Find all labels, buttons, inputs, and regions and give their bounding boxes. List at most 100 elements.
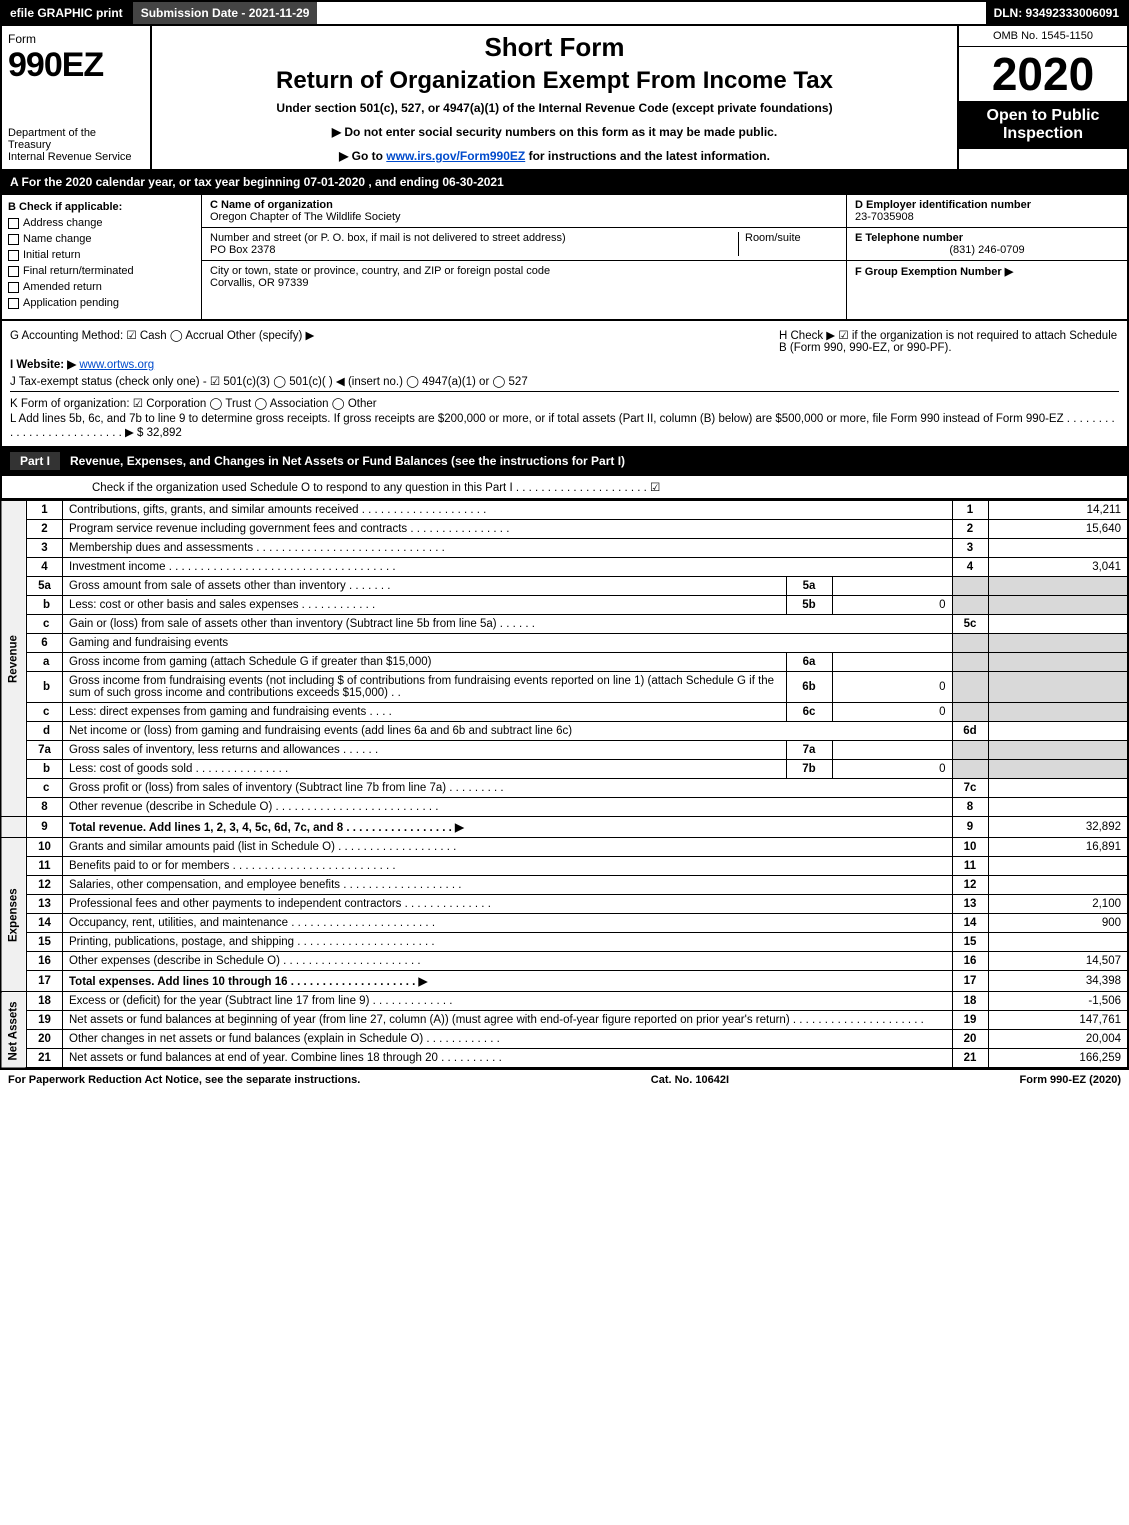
bullet-2-pre: ▶ Go to (339, 149, 386, 163)
ma-6c: 0 (832, 703, 952, 722)
line-k: K Form of organization: ☑ Corporation ◯ … (10, 391, 1119, 410)
a-5a (988, 577, 1128, 596)
bullet-1: ▶ Do not enter social security numbers o… (164, 125, 945, 139)
b-6d: 6d (952, 722, 988, 741)
lines-table: Revenue 1 Contributions, gifts, grants, … (0, 500, 1129, 1069)
m-6c: 6c (786, 703, 832, 722)
b-14: 14 (952, 914, 988, 933)
top-bar: efile GRAPHIC print Submission Date - 20… (0, 0, 1129, 26)
row-18: Net Assets 18Excess or (deficit) for the… (1, 992, 1128, 1011)
row-6a: aGross income from gaming (attach Schedu… (1, 653, 1128, 672)
short-form-title: Short Form (164, 32, 945, 63)
n-17: 17 (27, 971, 63, 992)
chk-amended-return[interactable] (8, 282, 19, 293)
a-7c (988, 779, 1128, 798)
row-6: 6Gaming and fundraising events (1, 634, 1128, 653)
header-left: Form 990EZ Department of the Treasury In… (2, 26, 152, 169)
a-6a (988, 653, 1128, 672)
street-label: Number and street (or P. O. box, if mail… (210, 232, 738, 244)
d-3: Membership dues and assessments . . . . … (63, 539, 953, 558)
form-word: Form (8, 32, 140, 46)
row-21: 21Net assets or fund balances at end of … (1, 1049, 1128, 1069)
m-7a: 7a (786, 741, 832, 760)
d-7c: Gross profit or (loss) from sales of inv… (63, 779, 953, 798)
n-20: 20 (27, 1030, 63, 1049)
chk-name-change[interactable] (8, 234, 19, 245)
d-4: Investment income . . . . . . . . . . . … (63, 558, 953, 577)
a-5c (988, 615, 1128, 634)
n-6c: c (27, 703, 63, 722)
b-7b (952, 760, 988, 779)
d-17: Total expenses. Add lines 10 through 16 … (63, 971, 953, 992)
n-7b: b (27, 760, 63, 779)
a-5b (988, 596, 1128, 615)
city-label: City or town, state or province, country… (210, 265, 838, 277)
ma-7b: 0 (832, 760, 952, 779)
row-13: 13Professional fees and other payments t… (1, 895, 1128, 914)
a-16: 14,507 (988, 952, 1128, 971)
open-public: Open to Public Inspection (959, 101, 1127, 149)
d-6b: Gross income from fundraising events (no… (63, 672, 787, 703)
a-8 (988, 798, 1128, 817)
row-17: 17Total expenses. Add lines 10 through 1… (1, 971, 1128, 992)
dept-label: Department of the Treasury (8, 127, 140, 151)
b-3: 3 (952, 539, 988, 558)
n-18: 18 (27, 992, 63, 1011)
b-16: 16 (952, 952, 988, 971)
org-name: Oregon Chapter of The Wildlife Society (210, 211, 838, 223)
a-21: 166,259 (988, 1049, 1128, 1069)
submission-date: Submission Date - 2021-11-29 (131, 2, 318, 24)
a-6b (988, 672, 1128, 703)
d-5c: Gain or (loss) from sale of assets other… (63, 615, 953, 634)
b-15: 15 (952, 933, 988, 952)
name-label: C Name of organization (210, 199, 838, 211)
b-5c: 5c (952, 615, 988, 634)
chk-initial-return[interactable] (8, 250, 19, 261)
chk-application-pending[interactable] (8, 298, 19, 309)
b-10: 10 (952, 838, 988, 857)
line-l: L Add lines 5b, 6c, and 7b to line 9 to … (10, 413, 1119, 439)
info-grid: B Check if applicable: Address change Na… (0, 195, 1129, 321)
a-19: 147,761 (988, 1011, 1128, 1030)
irs-link[interactable]: www.irs.gov/Form990EZ (386, 149, 525, 163)
section-c: C Name of organization Oregon Chapter of… (202, 195, 847, 319)
efile-label[interactable]: efile GRAPHIC print (2, 2, 131, 24)
chk-address-change[interactable] (8, 218, 19, 229)
dln-label: DLN: 93492333006091 (986, 2, 1127, 24)
a-17: 34,398 (988, 971, 1128, 992)
a-4: 3,041 (988, 558, 1128, 577)
n-14: 14 (27, 914, 63, 933)
line-h: H Check ▶ ☑ if the organization is not r… (759, 328, 1119, 354)
lbl-name-change: Name change (23, 233, 92, 245)
tax-period: A For the 2020 calendar year, or tax yea… (0, 171, 1129, 195)
footer-left: For Paperwork Reduction Act Notice, see … (8, 1074, 360, 1086)
d-7a: Gross sales of inventory, less returns a… (63, 741, 787, 760)
n-7c: c (27, 779, 63, 798)
n-12: 12 (27, 876, 63, 895)
row-7a: 7aGross sales of inventory, less returns… (1, 741, 1128, 760)
a-2: 15,640 (988, 520, 1128, 539)
row-9: 9Total revenue. Add lines 1, 2, 3, 4, 5c… (1, 817, 1128, 838)
d-9: Total revenue. Add lines 1, 2, 3, 4, 5c,… (63, 817, 953, 838)
n-21: 21 (27, 1049, 63, 1069)
m-5b: 5b (786, 596, 832, 615)
row-5b: bLess: cost or other basis and sales exp… (1, 596, 1128, 615)
d-10: Grants and similar amounts paid (list in… (63, 838, 953, 857)
b-8: 8 (952, 798, 988, 817)
b-5a (952, 577, 988, 596)
a-7b (988, 760, 1128, 779)
website-link[interactable]: www.ortws.org (79, 359, 154, 371)
n-8: 8 (27, 798, 63, 817)
footer-right: Form 990-EZ (2020) (1020, 1074, 1121, 1086)
row-12: 12Salaries, other compensation, and empl… (1, 876, 1128, 895)
expenses-side: Expenses (1, 838, 27, 992)
room-label: Room/suite (738, 232, 838, 256)
lbl-amended-return: Amended return (23, 281, 102, 293)
b-1: 1 (952, 501, 988, 520)
row-5c: cGain or (loss) from sale of assets othe… (1, 615, 1128, 634)
n-2: 2 (27, 520, 63, 539)
n-1: 1 (27, 501, 63, 520)
header-center: Short Form Return of Organization Exempt… (152, 26, 957, 169)
chk-final-return[interactable] (8, 266, 19, 277)
line-i: I Website: ▶ www.ortws.org (10, 357, 1119, 371)
